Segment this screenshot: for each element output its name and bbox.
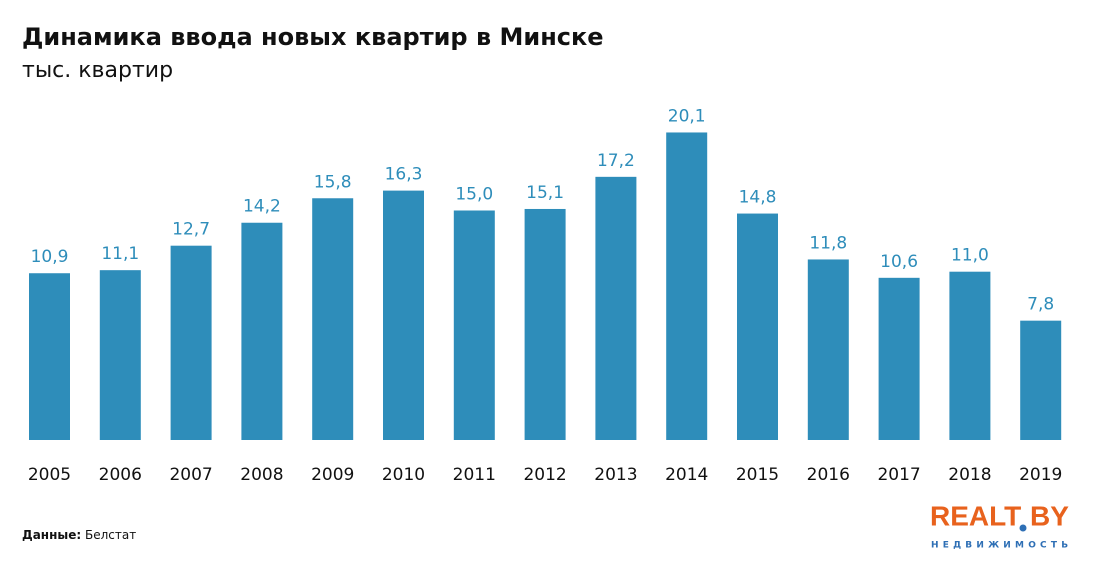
x-tick-label: 2013 — [594, 465, 637, 485]
bar — [312, 198, 354, 440]
bar — [29, 273, 70, 440]
value-label: 20,1 — [668, 106, 706, 126]
value-label: 14,2 — [243, 197, 281, 217]
value-label: 10,9 — [31, 247, 69, 267]
x-tick-label: 2019 — [1019, 465, 1062, 485]
x-tick-label: 2010 — [382, 465, 425, 485]
x-tick-label: 2018 — [948, 465, 991, 485]
bar — [807, 259, 849, 440]
bar — [524, 208, 566, 440]
logo-dot — [1019, 524, 1027, 532]
logo-tagline: НЕДВИЖИМОСТЬ — [931, 541, 1072, 551]
bar — [878, 277, 920, 440]
value-label: 15,1 — [526, 183, 564, 203]
x-tick-label: 2005 — [28, 465, 71, 485]
bar — [666, 132, 708, 440]
bar — [595, 176, 637, 440]
value-label: 16,3 — [385, 165, 423, 185]
x-tick-label: 2011 — [453, 465, 496, 485]
logo-left: REALT — [930, 500, 1021, 531]
x-tick-label: 2017 — [877, 465, 920, 485]
bar — [949, 271, 991, 440]
x-tick-label: 2016 — [807, 465, 850, 485]
value-label: 11,1 — [101, 244, 139, 264]
x-tick-label: 2015 — [736, 465, 779, 485]
value-label: 11,8 — [809, 233, 847, 253]
logo-right: BY — [1030, 500, 1069, 531]
value-label: 15,8 — [314, 172, 352, 192]
source: Данные: Белстат — [22, 528, 136, 542]
bar — [99, 270, 141, 440]
x-tick-label: 2012 — [523, 465, 566, 485]
value-label: 12,7 — [172, 220, 210, 240]
x-tick-label: 2009 — [311, 465, 354, 485]
bar — [170, 245, 212, 440]
bar — [737, 213, 778, 440]
x-tick-label: 2006 — [99, 465, 142, 485]
chart-subtitle: тыс. квартир — [22, 58, 173, 83]
bar — [453, 210, 495, 440]
value-label: 17,2 — [597, 151, 635, 171]
value-label: 7,8 — [1027, 295, 1054, 315]
source-label: Данные: — [22, 528, 81, 542]
x-tick-label: 2007 — [169, 465, 212, 485]
bar — [241, 222, 283, 440]
x-tick-label: 2008 — [240, 465, 283, 485]
bar — [1020, 320, 1062, 440]
value-label: 10,6 — [880, 252, 918, 272]
x-tick-label: 2014 — [665, 465, 708, 485]
value-label: 11,0 — [951, 246, 989, 266]
value-label: 15,0 — [455, 185, 493, 205]
bar — [383, 190, 424, 440]
source-name: Белстат — [85, 528, 136, 542]
logo: REALT BY НЕДВИЖИМОСТЬ — [930, 500, 1072, 551]
chart-title: Динамика ввода новых квартир в Минске — [22, 23, 604, 51]
value-label: 14,8 — [739, 188, 777, 208]
